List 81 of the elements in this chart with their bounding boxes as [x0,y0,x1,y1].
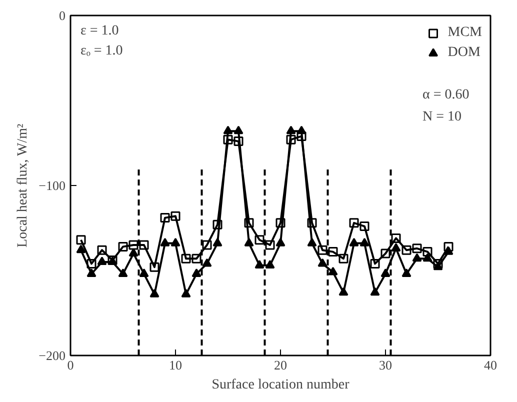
y-tick-label: −100 [38,178,66,193]
point [160,213,170,223]
point [150,262,160,272]
point [318,258,328,267]
point [181,288,191,298]
point [97,256,107,266]
point [181,254,191,264]
point [76,244,86,254]
point [412,253,422,262]
point [318,245,328,255]
point [286,126,296,134]
point [118,268,128,277]
point [402,245,412,255]
point [380,248,390,258]
point [170,238,180,246]
point [234,126,244,134]
point [328,247,338,257]
point [412,244,422,254]
point [338,287,348,296]
annotation: α = 0.60 [422,88,470,102]
point [212,238,222,246]
point [139,268,149,277]
x-tick-label: 10 [169,358,182,372]
y-axis-title: Local heat flux, W/m² [16,124,31,248]
x-axis-title: Surface location number [212,378,350,392]
point [307,238,317,246]
point [296,131,306,141]
point [433,258,443,268]
point [202,240,212,250]
annotation: N = 10 [422,110,462,124]
point [286,134,296,144]
point [307,218,317,228]
point [402,268,412,277]
point [192,254,202,264]
point [234,136,244,146]
point [76,235,86,245]
point [244,238,254,246]
x-tick-label: 30 [379,358,392,372]
point [338,254,348,264]
point [349,218,359,228]
point [212,220,222,230]
point [150,288,160,298]
annotation: εₒ = 1.0 [80,44,123,58]
point [349,238,359,246]
point [276,218,286,228]
point [192,268,202,277]
point [391,233,401,243]
point [360,238,370,246]
point [265,240,275,250]
point [244,218,254,228]
annotation: ε = 1.0 [80,24,119,38]
point [97,245,107,255]
point [86,268,96,277]
y-tick-label: 0 [59,8,66,23]
legend-label: MCM [448,25,482,41]
point [254,235,264,245]
y-tick-label: −200 [38,348,66,363]
point [170,211,180,221]
point [360,222,370,232]
legend-label: DOM [448,45,480,61]
point [223,134,233,144]
x-tick-label: 40 [484,358,497,372]
x-tick-label: 20 [274,358,287,372]
point [139,240,149,250]
point [86,258,96,268]
point [223,126,233,134]
point [370,258,380,268]
point [202,258,212,267]
point [276,238,286,246]
point [128,240,138,250]
point [160,238,170,246]
point [128,248,138,257]
point [265,260,275,268]
point [422,247,432,257]
point [444,242,454,252]
point [254,260,264,268]
point [370,287,380,296]
point [391,243,401,252]
point [380,268,390,277]
point [328,266,338,276]
point [118,242,128,252]
